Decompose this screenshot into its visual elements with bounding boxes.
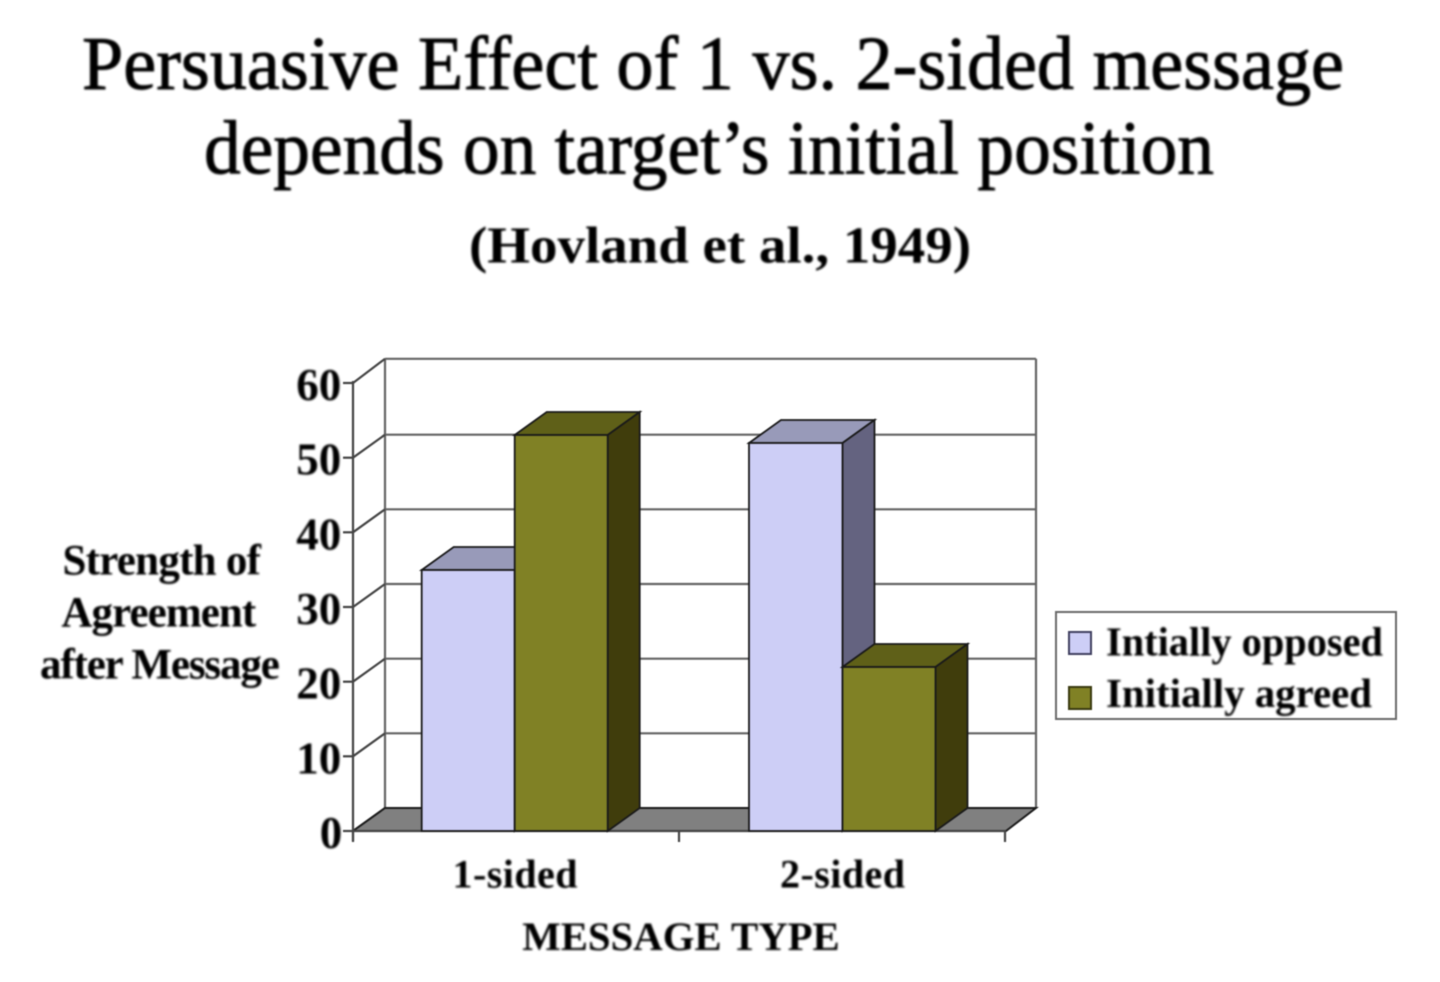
svg-text:2-sided: 2-sided: [780, 852, 905, 897]
svg-text:MESSAGE TYPE: MESSAGE TYPE: [522, 914, 840, 959]
svg-text:1-sided: 1-sided: [453, 852, 578, 897]
svg-text:6: 6: [296, 360, 319, 410]
svg-text:0: 0: [319, 509, 342, 559]
svg-text:0: 0: [319, 360, 342, 410]
svg-text:after Message: after Message: [40, 642, 280, 689]
svg-text:0: 0: [319, 659, 342, 709]
svg-text:3: 3: [296, 584, 319, 634]
svg-text:0: 0: [319, 584, 342, 634]
svg-text:1: 1: [296, 733, 319, 783]
svg-text:Strength of: Strength of: [63, 537, 262, 584]
svg-text:5: 5: [296, 435, 319, 485]
svg-text:0: 0: [320, 808, 343, 858]
svg-text:0: 0: [319, 435, 342, 485]
svg-text:Persuasive Effect of 1 vs. 2-s: Persuasive Effect of 1 vs. 2-sided messa…: [82, 22, 1344, 106]
svg-text:Intially opposed: Intially opposed: [1106, 619, 1383, 665]
svg-text:0: 0: [319, 733, 342, 783]
svg-text:(Hovland et al., 1949): (Hovland et al., 1949): [469, 218, 971, 275]
svg-text:depends on target’s initial po: depends on target’s initial position: [204, 107, 1214, 191]
svg-text:Agreement: Agreement: [61, 590, 257, 637]
svg-text:2: 2: [296, 659, 319, 709]
svg-text:Initially agreed: Initially agreed: [1106, 670, 1372, 716]
svg-text:4: 4: [296, 509, 319, 559]
